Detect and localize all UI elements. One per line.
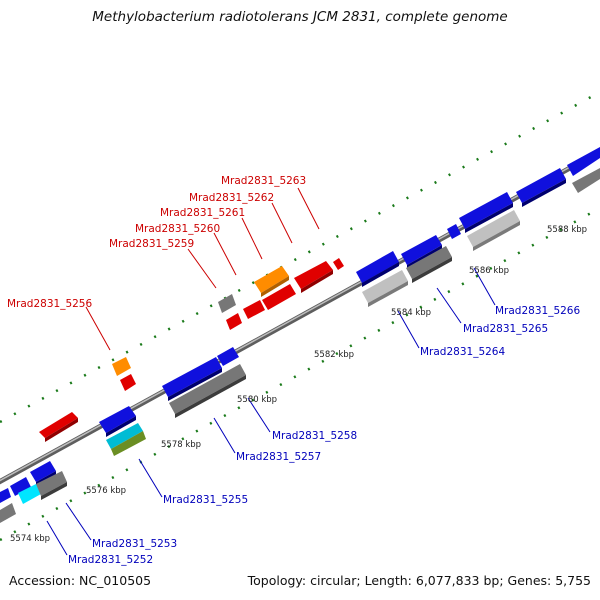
gene-block[interactable] — [459, 192, 513, 233]
scale-label-5582: 5582 kbp — [314, 350, 354, 360]
gene-block[interactable] — [169, 364, 246, 418]
map-title: Methylobacterium radiotolerans JCM 2831,… — [92, 9, 508, 25]
scale-labels: 5574 kbp 5576 kbp 5578 kbp 5580 kbp 5582… — [10, 225, 587, 544]
gene-block[interactable] — [112, 357, 131, 376]
gene-block[interactable] — [243, 300, 265, 319]
gene-block[interactable] — [516, 168, 566, 207]
gene-block[interactable] — [39, 412, 78, 442]
gene-block[interactable] — [106, 423, 143, 449]
gene-label-mrad2831-5252[interactable]: Mrad2831_5252 — [68, 554, 153, 566]
reverse-strand-genes — [0, 147, 600, 523]
gene-label-mrad2831-5262[interactable]: Mrad2831_5262 — [189, 192, 274, 204]
forward-strand-genes — [39, 258, 344, 442]
gene-block[interactable] — [162, 357, 222, 401]
gene-block[interactable] — [226, 313, 242, 330]
gene-block[interactable] — [120, 374, 136, 391]
accession-text: Accession: NC_010505 — [9, 573, 152, 588]
gene-block[interactable] — [0, 503, 16, 523]
gene-block[interactable] — [36, 471, 67, 500]
gene-block[interactable] — [111, 431, 146, 456]
gene-block[interactable] — [406, 246, 452, 283]
gene-block[interactable] — [333, 258, 344, 270]
scale-label-5578: 5578 kbp — [161, 440, 201, 450]
leader-lines — [46, 187, 496, 556]
gene-label-mrad2831-5264[interactable]: Mrad2831_5264 — [420, 346, 505, 358]
gene-block[interactable] — [572, 168, 600, 193]
scale-label-5588: 5588 kbp — [547, 225, 587, 235]
gene-block[interactable] — [218, 294, 236, 313]
gene-block[interactable] — [262, 284, 296, 310]
gene-block[interactable] — [294, 261, 333, 293]
genome-summary-text: Topology: circular; Length: 6,077,833 bp… — [247, 573, 591, 588]
gene-block[interactable] — [356, 251, 399, 287]
gene-label-mrad2831-5259[interactable]: Mrad2831_5259 — [109, 238, 194, 250]
gene-label-mrad2831-5265[interactable]: Mrad2831_5265 — [463, 323, 548, 335]
gene-block[interactable] — [0, 488, 11, 503]
gene-block[interactable] — [217, 347, 239, 366]
gene-label-mrad2831-5260[interactable]: Mrad2831_5260 — [135, 223, 220, 235]
gene-block[interactable] — [254, 266, 289, 297]
gene-block[interactable] — [99, 406, 136, 437]
gene-label-mrad2831-5258[interactable]: Mrad2831_5258 — [272, 430, 357, 442]
scale-label-5586: 5586 kbp — [469, 266, 509, 276]
scale-label-5584: 5584 kbp — [391, 308, 431, 318]
gene-block[interactable] — [362, 270, 408, 307]
gene-label-mrad2831-5253[interactable]: Mrad2831_5253 — [92, 538, 177, 550]
outer-tick-track — [0, 90, 600, 424]
forward-gene-labels: Mrad2831_5263 Mrad2831_5262 Mrad2831_526… — [7, 175, 306, 310]
gene-block[interactable] — [447, 224, 461, 239]
gene-label-mrad2831-5263[interactable]: Mrad2831_5263 — [221, 175, 306, 187]
gene-block[interactable] — [567, 147, 600, 176]
gene-label-mrad2831-5257[interactable]: Mrad2831_5257 — [236, 451, 321, 463]
scale-label-5576: 5576 kbp — [86, 486, 126, 496]
gene-label-mrad2831-5255[interactable]: Mrad2831_5255 — [163, 494, 248, 506]
reverse-gene-labels: Mrad2831_5266 Mrad2831_5265 Mrad2831_526… — [68, 305, 580, 566]
gene-block[interactable] — [467, 210, 520, 251]
gene-label-mrad2831-5266[interactable]: Mrad2831_5266 — [495, 305, 580, 317]
scale-label-5580: 5580 kbp — [237, 395, 277, 405]
gene-block[interactable] — [10, 477, 31, 496]
scale-label-5574: 5574 kbp — [10, 534, 50, 544]
gene-label-mrad2831-5256[interactable]: Mrad2831_5256 — [7, 298, 92, 310]
gene-block[interactable] — [18, 484, 41, 504]
gene-label-mrad2831-5261[interactable]: Mrad2831_5261 — [160, 207, 245, 219]
